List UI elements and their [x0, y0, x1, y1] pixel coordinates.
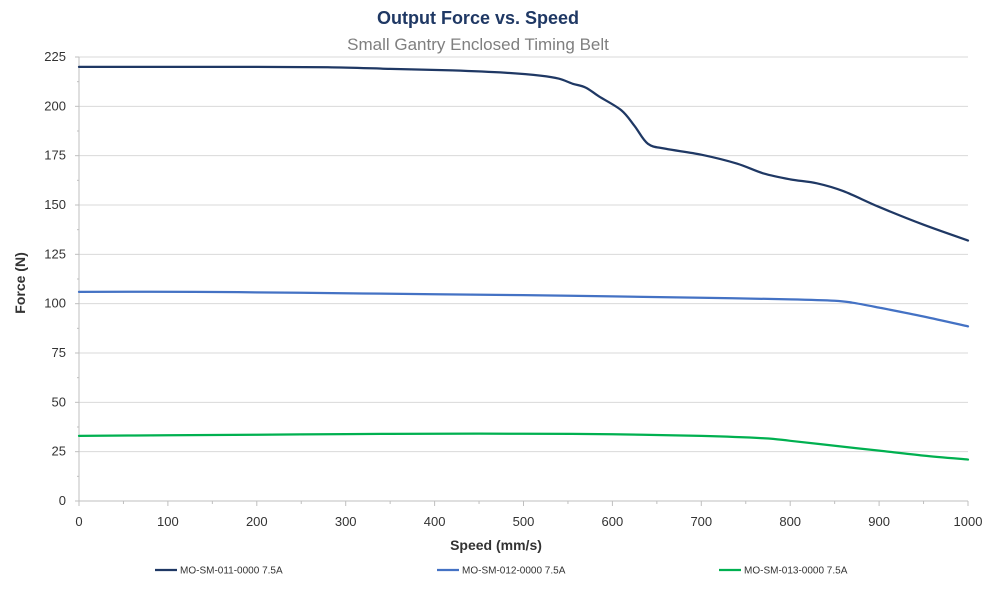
x-axis-label: Speed (mm/s) [450, 537, 542, 553]
x-tick-label: 300 [335, 514, 357, 529]
legend: MO-SM-011-0000 7.5A MO-SM-012-0000 7.5A MO… [155, 566, 848, 577]
chart-subtitle: Small Gantry Enclosed Timing Belt [347, 35, 609, 54]
x-tick-label: 800 [779, 514, 801, 529]
legend-label: MO-SM-011-0000 7.5A [180, 566, 283, 577]
series-lines [77, 65, 970, 461]
legend-label: MO-SM-012-0000 7.5A [462, 566, 566, 577]
series-line-2 [77, 290, 970, 328]
y-tick-labels: 0 25 50 75 100 125 150 175 200 225 [44, 49, 66, 508]
y-tick-label: 75 [52, 345, 66, 360]
x-tick-label: 0 [75, 514, 82, 529]
y-tick-label: 225 [44, 49, 66, 64]
y-tick-label: 25 [52, 444, 66, 459]
x-tick-label: 900 [868, 514, 890, 529]
gridlines [79, 56, 968, 453]
x-tick-label: 100 [157, 514, 179, 529]
axes [75, 56, 969, 506]
y-tick-label: 125 [44, 246, 66, 261]
legend-label: MO-SM-013-0000 7.5A [744, 566, 848, 577]
x-tick-label: 1000 [954, 514, 983, 529]
y-axis-label: Force (N) [12, 252, 28, 313]
x-tick-label: 500 [513, 514, 535, 529]
chart-title: Output Force vs. Speed [377, 8, 579, 28]
series-line-3 [77, 432, 970, 461]
y-tick-label: 200 [44, 98, 66, 113]
y-tick-label: 50 [52, 394, 66, 409]
series-line-1 [77, 65, 970, 242]
y-tick-label: 100 [44, 296, 66, 311]
x-tick-label: 200 [246, 514, 268, 529]
y-tick-label: 150 [44, 197, 66, 212]
x-tick-label: 700 [690, 514, 712, 529]
x-tick-label: 600 [602, 514, 624, 529]
y-tick-label: 175 [44, 148, 66, 163]
x-tick-labels: 0 100 200 300 400 500 600 700 800 900 1000 [75, 514, 982, 529]
x-tick-label: 400 [424, 514, 446, 529]
y-tick-label: 0 [59, 493, 66, 508]
